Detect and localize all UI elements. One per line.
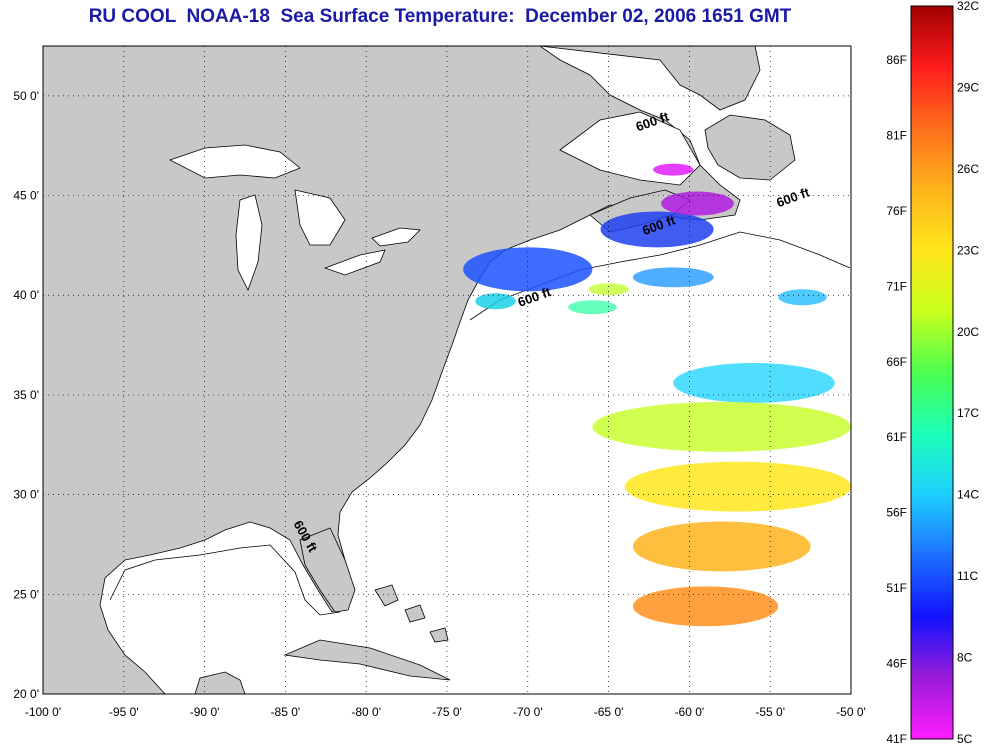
celsius-label: 26C [957,162,979,176]
sst-patch [632,586,779,627]
fahrenheit-label: 66F [886,355,907,369]
celsius-label: 11C [957,569,978,583]
grid-lines [43,46,851,694]
lon-tick-label: -85 0' [271,705,301,719]
celsius-label: 29C [957,80,979,94]
lat-tick-label: 35 0' [13,388,39,402]
lat-tick-label: 25 0' [13,587,39,601]
lat-tick-label: 45 0' [13,189,39,203]
florida-land [299,527,356,613]
lake-erie [323,249,386,276]
celsius-label: 23C [957,243,979,257]
newfoundland-land [704,114,796,181]
sst-patch [632,267,714,288]
lon-tick-label: -50 0' [836,705,866,719]
bahamas-islands [374,584,449,643]
lake-ontario [371,227,421,247]
lon-tick-label: -95 0' [109,705,139,719]
sst-patch [463,247,593,292]
fahrenheit-label: 86F [886,53,907,67]
lon-tick-label: -90 0' [190,705,220,719]
celsius-label: 20C [957,325,979,339]
lon-tick-label: -60 0' [675,705,705,719]
celsius-labels: 32C 29C 26C 23C 20C 17C 14C 11C 8C 5C [957,0,979,746]
lon-ticks: -100 0' -95 0' -90 0' -85 0' -80 0' -75 0' -70… [25,705,866,719]
lake-huron [294,189,346,246]
lon-tick-label: -55 0' [755,705,785,719]
fahrenheit-label: 41F [886,732,907,746]
sst-patch [624,461,851,512]
sst-patch [653,163,694,176]
celsius-label: 8C [957,651,973,665]
map-title: RU COOL NOAA-18 Sea Surface Temperature:… [88,6,792,27]
sst-patch [661,191,734,216]
colorbar-gradient [910,5,954,740]
fahrenheit-labels: 86F 81F 76F 71F 66F 61F 56F 51F 46F 41F [886,53,907,746]
fahrenheit-label: 56F [886,506,907,520]
lon-tick-label: -70 0' [513,705,543,719]
lake-superior [168,144,301,179]
lat-tick-label: 20 0' [13,687,39,701]
lon-tick-label: -75 0' [432,705,462,719]
lat-tick-label: 50 0' [13,89,39,103]
sst-patch [600,211,714,248]
sst-patch [778,289,827,306]
lat-tick-label: 30 0' [13,488,39,502]
lon-tick-label: -100 0' [25,705,61,719]
sst-patch [588,283,629,296]
labrador-land [539,45,761,111]
fahrenheit-label: 81F [886,128,907,142]
cuba-land [283,639,451,681]
sst-patch [632,521,811,572]
fahrenheit-label: 51F [886,581,907,595]
celsius-label: 14C [957,488,979,502]
fahrenheit-label: 71F [886,279,907,293]
celsius-label: 32C [957,0,979,13]
lon-tick-label: -65 0' [594,705,624,719]
fahrenheit-label: 61F [886,430,907,444]
fahrenheit-label: 76F [886,204,907,218]
celsius-label: 17C [957,406,979,420]
lon-tick-label: -80 0' [351,705,381,719]
sst-patch [673,363,835,403]
sst-patch [592,401,851,452]
gulf-shelf-contour [109,544,341,616]
celsius-label: 5C [957,732,973,746]
lat-tick-label: 40 0' [13,288,39,302]
map-border [42,45,852,695]
sst-overlay [463,163,851,627]
fahrenheit-label: 46F [886,657,907,671]
sst-patch [475,293,516,310]
north-america-land [42,45,741,695]
lake-michigan [235,194,263,292]
lat-ticks: 20 0' 25 0' 30 0' 35 0' 40 0' 45 0' 50 0' [13,89,39,701]
sst-patch [568,300,617,315]
